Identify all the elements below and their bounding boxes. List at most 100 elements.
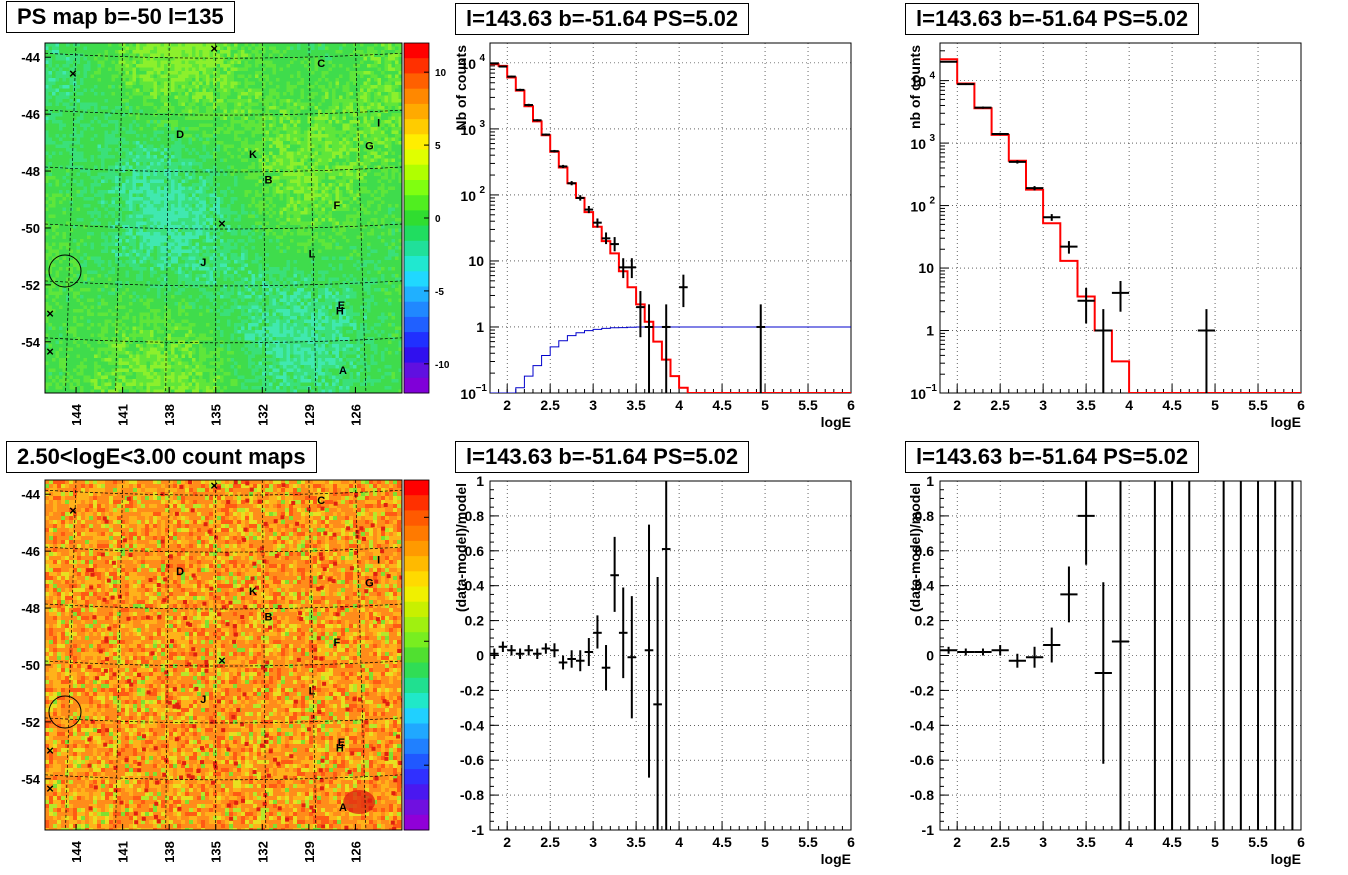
- heatmap-cell: [213, 144, 217, 149]
- heatmap-cell: [255, 57, 259, 61]
- heatmap-cell: [118, 99, 123, 103]
- heatmap-cell: [181, 71, 186, 75]
- heatmap-cell: [230, 137, 235, 142]
- heatmap-cell: [381, 193, 385, 198]
- heatmap-cell: [227, 197, 231, 201]
- heatmap-cell: [374, 197, 378, 201]
- heatmap-cell: [265, 109, 270, 114]
- heatmap-cell: [87, 60, 91, 65]
- heatmap-cell: [241, 46, 245, 51]
- heatmap-cell: [139, 200, 144, 205]
- heatmap-cell: [272, 169, 277, 173]
- heatmap-cell: [262, 60, 266, 65]
- heatmap-cell: [80, 71, 84, 75]
- heatmap-cell: [307, 109, 312, 114]
- heatmap-cell: [66, 144, 70, 149]
- heatmap-cell: [381, 134, 385, 138]
- heatmap-cell: [311, 60, 315, 65]
- heatmap-cell: [314, 85, 319, 89]
- heatmap-cell: [304, 148, 308, 152]
- heatmap-cell: [192, 43, 196, 47]
- heatmap-cell: [311, 85, 315, 89]
- heatmap-cell: [290, 172, 294, 177]
- heatmap-cell: [325, 197, 329, 201]
- heatmap-cell: [265, 106, 270, 110]
- heatmap-cell: [360, 158, 364, 163]
- heatmap-cell: [80, 92, 84, 96]
- heatmap-cell: [332, 67, 336, 72]
- heatmap-cell: [258, 162, 263, 166]
- heatmap-cell: [115, 99, 119, 103]
- heatmap-cell: [328, 200, 333, 205]
- heatmap-cell: [206, 172, 210, 177]
- heatmap-cell: [143, 92, 147, 96]
- heatmap-cell: [244, 71, 249, 75]
- heatmap-cell: [269, 158, 273, 163]
- heatmap-cell: [216, 106, 221, 110]
- heatmap-cell: [363, 193, 368, 198]
- heatmap-cell: [143, 85, 147, 89]
- heatmap-cell: [136, 211, 140, 215]
- heatmap-cell: [174, 85, 179, 89]
- heatmap-cell: [164, 148, 168, 152]
- heatmap-cell: [314, 50, 319, 54]
- heatmap-cell: [108, 120, 112, 124]
- heatmap-cell: [160, 57, 165, 61]
- heatmap-cell: [307, 71, 312, 75]
- heatmap-cell: [258, 50, 263, 54]
- heatmap-cell: [125, 144, 130, 149]
- heatmap-cell: [178, 120, 182, 124]
- heatmap-cell: [129, 88, 133, 93]
- heatmap-cell: [132, 43, 137, 47]
- heatmap-cell: [146, 165, 151, 170]
- heatmap-cell: [48, 116, 53, 121]
- heatmap-cell: [188, 71, 193, 75]
- heatmap-cell: [325, 81, 329, 86]
- heatmap-cell: [122, 137, 126, 142]
- heatmap-cell: [157, 85, 161, 89]
- heatmap-cell: [290, 67, 294, 72]
- heatmap-cell: [262, 127, 266, 131]
- heatmap-cell: [230, 190, 235, 194]
- heatmap-cell: [150, 46, 154, 51]
- heatmap-cell: [360, 78, 364, 82]
- heatmap-cell: [164, 95, 168, 100]
- heatmap-cell: [279, 193, 284, 198]
- heatmap-cell: [241, 78, 245, 82]
- heatmap-cell: [318, 204, 322, 208]
- heatmap-cell: [346, 64, 350, 68]
- heatmap-cell: [304, 155, 308, 159]
- heatmap-cell: [363, 120, 368, 124]
- heatmap-cell: [283, 123, 287, 128]
- heatmap-cell: [251, 179, 256, 184]
- heatmap-cell: [195, 123, 200, 128]
- heatmap-cell: [300, 144, 305, 149]
- heatmap-cell: [125, 183, 130, 187]
- heatmap-cell: [335, 155, 340, 159]
- heatmap-cell: [391, 92, 396, 96]
- heatmap-cell: [143, 158, 147, 163]
- heatmap-cell: [132, 71, 137, 75]
- heatmap-cell: [115, 53, 119, 58]
- heatmap-cell: [255, 64, 259, 68]
- heatmap-cell: [108, 130, 112, 135]
- heatmap-cell: [332, 71, 336, 75]
- heatmap-cell: [346, 134, 350, 138]
- heatmap-cell: [115, 207, 119, 212]
- heatmap-cell: [230, 92, 235, 96]
- heatmap-cell: [328, 204, 333, 208]
- heatmap-cell: [363, 169, 368, 173]
- heatmap-cell: [52, 151, 56, 156]
- heatmap-cell: [132, 148, 137, 152]
- heatmap-cell: [115, 155, 119, 159]
- heatmap-cell: [125, 204, 130, 208]
- heatmap-cell: [101, 197, 105, 201]
- heatmap-cell: [220, 102, 224, 107]
- heatmap-cell: [269, 148, 273, 152]
- heatmap-cell: [335, 165, 340, 170]
- heatmap-cell: [230, 74, 235, 79]
- heatmap-cell: [206, 92, 210, 96]
- heatmap-cell: [241, 193, 245, 198]
- heatmap-cell: [370, 85, 375, 89]
- heatmap-cell: [391, 165, 396, 170]
